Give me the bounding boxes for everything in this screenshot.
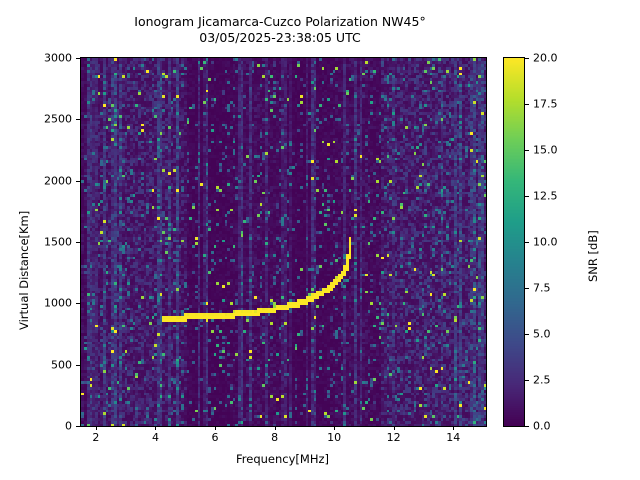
colorbar-tick-label: 7.5 (533, 281, 551, 295)
plot-axes (80, 57, 487, 427)
x-tick-mark (155, 426, 157, 430)
y-tick-label: 0 (65, 419, 72, 433)
y-tick-mark (76, 242, 80, 243)
colorbar-tick-label: 0.0 (533, 419, 551, 433)
colorbar-label: SNR [dB] (586, 230, 600, 282)
colorbar-tick-mark (525, 380, 529, 381)
x-tick-label: 6 (211, 431, 219, 444)
x-tick-label: 8 (271, 431, 279, 444)
y-tick-mark (76, 180, 80, 182)
y-tick-label: 2500 (44, 112, 72, 126)
colorbar-tick-label: 2.5 (533, 373, 551, 387)
colorbar-tick-mark (525, 58, 529, 59)
y-tick-mark (76, 119, 80, 121)
y-tick-label: 1000 (44, 296, 72, 310)
x-tick-mark (274, 426, 276, 430)
colorbar-tick-mark (525, 334, 529, 335)
colorbar-tick-mark (525, 196, 529, 197)
colorbar-tick-mark (525, 426, 529, 427)
y-tick-label: 3000 (44, 51, 72, 65)
y-tick-mark (76, 364, 80, 366)
y-tick-label: 1500 (44, 235, 72, 249)
colorbar-tick-mark (525, 150, 529, 151)
x-tick-label: 12 (386, 431, 401, 444)
y-tick-mark (76, 426, 80, 427)
x-tick-mark (95, 426, 97, 430)
x-tick-label: 4 (151, 431, 159, 444)
x-tick-mark (453, 426, 455, 430)
title-line-2: 03/05/2025-23:38:05 UTC (199, 30, 361, 45)
x-tick-mark (393, 426, 395, 430)
colorbar-tick-label: 10.0 (533, 235, 558, 249)
y-axis-label: Virtual Distance[Km] (17, 210, 31, 330)
y-tick-label: 500 (51, 358, 72, 372)
colorbar-tick-label: 17.5 (533, 97, 558, 111)
x-tick-mark (215, 426, 216, 430)
y-tick-mark (76, 303, 80, 305)
y-tick-mark (76, 58, 80, 59)
x-tick-label: 2 (92, 431, 100, 444)
y-tick-label: 2000 (44, 174, 72, 188)
colorbar-gradient (504, 58, 524, 426)
colorbar-tick-mark (525, 104, 529, 105)
x-axis-label: Frequency[MHz] (236, 452, 329, 466)
colorbar-tick-label: 5.0 (533, 327, 551, 341)
colorbar-tick-mark (525, 242, 529, 243)
title-line-1: Ionogram Jicamarca-Cuzco Polarization NW… (134, 14, 426, 29)
ionogram-heatmap (81, 58, 486, 426)
colorbar-tick-mark (525, 288, 529, 289)
colorbar-axes (503, 57, 525, 427)
colorbar-tick-label: 12.5 (533, 189, 558, 203)
x-tick-label: 14 (446, 431, 461, 444)
x-tick-label: 10 (327, 431, 342, 444)
x-tick-mark (334, 426, 336, 430)
colorbar-tick-label: 20.0 (533, 51, 558, 65)
figure-title: Ionogram Jicamarca-Cuzco Polarization NW… (0, 14, 560, 46)
colorbar-tick-label: 15.0 (533, 143, 558, 157)
